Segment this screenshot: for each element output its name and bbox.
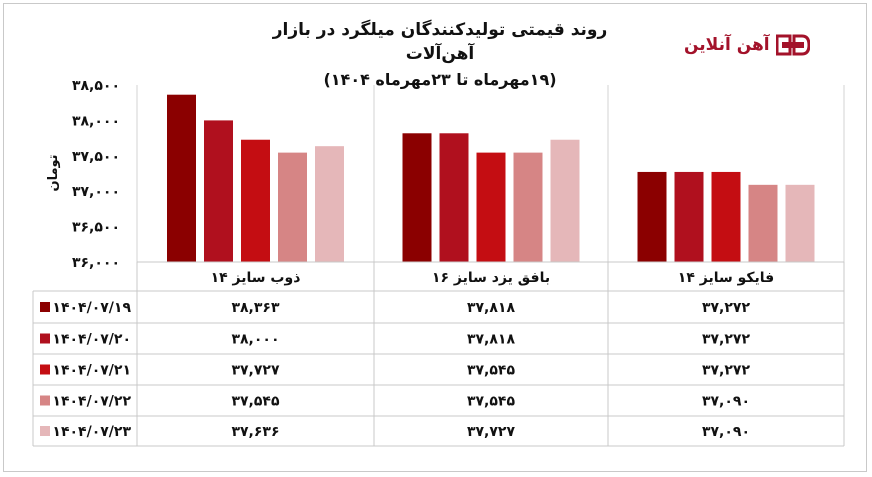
bar [167,94,196,262]
bar [674,171,704,262]
data-value-cell: ۳۷,۷۲۷ [231,363,279,379]
bar [315,146,344,262]
legend-swatch [40,426,50,436]
data-value-cell: ۳۷,۲۷۲ [702,300,750,316]
data-value-cell: ۳۷,۵۴۵ [467,363,515,379]
data-value-cell: ۳۸,۳۶۳ [231,300,279,316]
ahan-online-logo-icon [775,34,810,56]
bar [550,139,580,262]
data-table: ذوب سایز ۱۴ بافق یزد سایز ۱۶ فایکو سایز ۱۴… [32,261,845,447]
bar [785,184,815,262]
data-value-cell: ۳۷,۲۷۲ [702,332,750,348]
legend-swatch [40,364,50,375]
bar [241,139,270,262]
legend-swatch [40,395,50,406]
chart-title: روند قیمتی تولیدکنندگان میلگرد در بازار … [272,20,608,64]
bar [278,152,307,262]
legend-label: ۱۴۰۴/۰۷/۲۲ [52,394,131,410]
data-value-cell: ۳۷,۵۴۵ [231,394,279,410]
data-value-cell: ۳۷,۸۱۸ [467,300,515,316]
legend-label: ۱۴۰۴/۰۷/۲۰ [52,332,131,348]
y-tick-label: ۳۷,۰۰۰ [72,184,120,200]
y-tick-label: ۳۶,۰۰۰ [72,255,120,271]
y-axis-label: تومان [46,154,61,191]
axis-layer: ۳۶,۰۰۰ ۳۶,۵۰۰ ۳۷,۰۰۰ ۳۷,۵۰۰ ۳۸,۰۰۰ ۳۸,۵۰۰ توما… [46,78,120,271]
bar [204,120,233,263]
category-label: بافق یزد سایز ۱۶ [432,270,550,286]
legend-label: ۱۴۰۴/۰۷/۱۹ [52,300,131,316]
data-value-cell: ۳۸,۰۰۰ [231,332,279,348]
brand-logo: آهن آنلاین [684,30,824,60]
bar [476,152,506,262]
data-value-cell: ۳۷,۰۹۰ [702,424,750,440]
bar [637,171,667,262]
y-tick-label: ۳۸,۵۰۰ [72,78,120,94]
bar [711,171,741,262]
y-tick-label: ۳۶,۵۰۰ [72,220,120,236]
bar [748,184,778,262]
chart-header: روند قیمتی تولیدکنندگان میلگرد در بازار … [250,18,630,92]
bars-layer [167,94,815,263]
data-value-cell: ۳۷,۶۳۶ [231,424,279,440]
data-value-cell: ۳۷,۰۹۰ [702,394,750,410]
data-value-cell: ۳۷,۸۱۸ [467,332,515,348]
data-value-cell: ۳۷,۷۲۷ [467,424,515,440]
brand-logo-text: آهن آنلاین [684,35,770,55]
legend-label: ۱۴۰۴/۰۷/۲۳ [52,424,131,440]
bar [402,133,432,262]
chart-subtitle: (۱۹مهرماه تا ۲۳مهرماه ۱۴۰۴) [323,70,557,89]
category-label: فایکو سایز ۱۴ [678,270,774,286]
bar [439,133,469,262]
legend-label: ۱۴۰۴/۰۷/۲۱ [52,363,131,379]
y-tick-label: ۳۷,۵۰۰ [72,149,120,165]
y-tick-label: ۳۸,۰۰۰ [72,113,120,129]
data-value-cell: ۳۷,۲۷۲ [702,363,750,379]
legend-swatch [40,302,50,312]
data-value-cell: ۳۷,۵۴۵ [467,394,515,410]
legend-swatch [40,333,50,344]
grid-layer [136,85,845,262]
bar [513,152,543,262]
category-label: ذوب سایز ۱۴ [211,270,301,286]
